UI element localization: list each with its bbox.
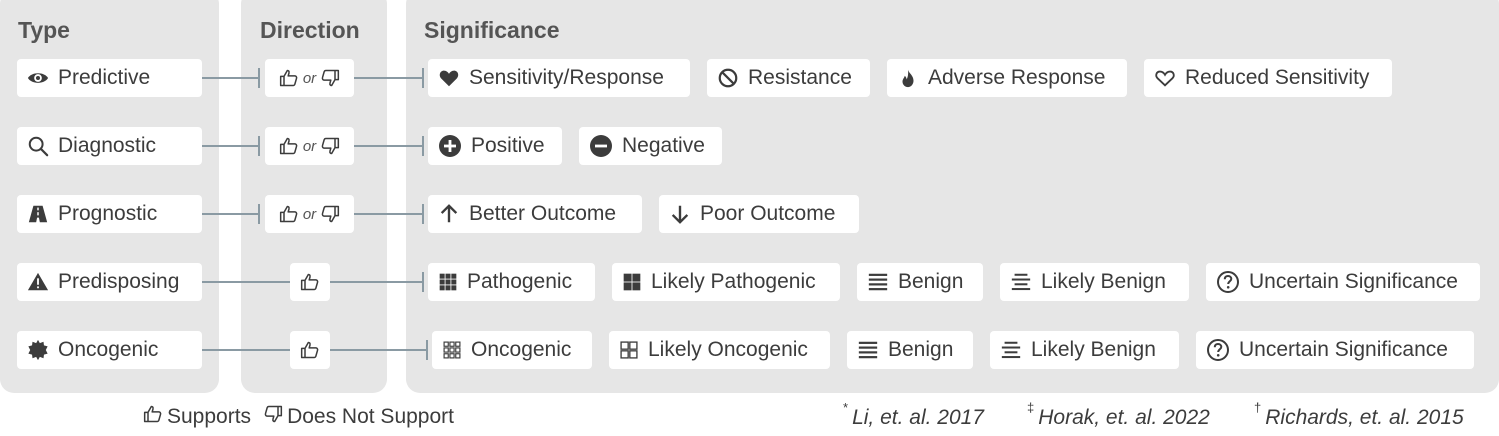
plus-circle-icon xyxy=(438,134,462,158)
significance-positive: Positive xyxy=(428,127,562,165)
thumb-up-icon xyxy=(279,204,299,224)
significance-benign-label: Benign xyxy=(898,270,964,293)
significance-oncogenic-label: Oncogenic xyxy=(471,338,572,361)
prohibited-icon xyxy=(717,67,739,89)
significance-better-outcome-label: Better Outcome xyxy=(469,202,617,225)
heart-solid-icon xyxy=(438,67,460,89)
thumb-up-icon xyxy=(300,340,320,360)
significance-poor-outcome-label: Poor Outcome xyxy=(700,202,836,225)
lines-centered-icon xyxy=(1010,271,1032,293)
significance-benign: Benign xyxy=(857,263,983,301)
significance-sensitivity-response: Sensitivity/Response xyxy=(428,59,690,97)
significance-positive-label: Positive xyxy=(471,134,545,157)
significance-likely-oncogenic-label: Likely Oncogenic xyxy=(648,338,808,361)
significance-resistance: Resistance xyxy=(707,59,870,97)
significance-column-title: Significance xyxy=(424,17,560,43)
type-prognostic: Prognostic xyxy=(17,195,202,233)
type-diagnostic: Diagnostic xyxy=(17,127,202,165)
thumb-down-icon xyxy=(320,204,340,224)
significance-likely-benign: Likely Benign xyxy=(990,331,1179,369)
type-diagnostic-label: Diagnostic xyxy=(58,134,157,157)
citation-horak: ‡ Horak, et. al. 2022 xyxy=(1027,400,1210,429)
significance-likely-pathogenic-label: Likely Pathogenic xyxy=(651,270,816,293)
grid-four-icon xyxy=(622,272,642,292)
type-prognostic-label: Prognostic xyxy=(58,202,158,225)
type-predisposing-label: Predisposing xyxy=(58,270,180,293)
significance-negative: Negative xyxy=(579,127,722,165)
significance-adverse-response: Adverse Response xyxy=(887,59,1127,97)
significance-oncogenic: Oncogenic xyxy=(432,331,592,369)
magnifier-icon xyxy=(27,135,49,157)
type-predictive-label: Predictive xyxy=(58,66,151,89)
flame-icon xyxy=(897,67,919,89)
arrow-up-icon xyxy=(438,203,460,225)
thumb-down-icon xyxy=(320,136,340,156)
lines-icon xyxy=(867,271,889,293)
significance-poor-outcome: Poor Outcome xyxy=(659,195,859,233)
significance-uncertain-significance: Uncertain Significance xyxy=(1196,331,1474,369)
significance-uncertain-significance-label: Uncertain Significance xyxy=(1239,338,1448,361)
minus-circle-icon xyxy=(589,134,613,158)
thumb-up-icon xyxy=(300,272,320,292)
grid-nine-icon xyxy=(438,272,458,292)
significance-benign: Benign xyxy=(847,331,973,369)
direction-column-title: Direction xyxy=(260,17,360,43)
significance-better-outcome: Better Outcome xyxy=(428,195,642,233)
citation-li: * Li, et. al. 2017 xyxy=(843,400,984,429)
legend-does-not-support-label: Does Not Support xyxy=(287,405,454,428)
legend: Supports Does Not Support xyxy=(143,404,454,430)
direction-supports-oncogenic xyxy=(290,331,330,369)
significance-uncertain-significance-label: Uncertain Significance xyxy=(1249,270,1458,293)
significance-resistance-label: Resistance xyxy=(748,66,852,89)
direction-supports-predisposing xyxy=(290,263,330,301)
significance-benign-label: Benign xyxy=(888,338,954,361)
type-predictive: Predictive xyxy=(17,59,202,97)
significance-negative-label: Negative xyxy=(622,134,705,157)
thumb-up-icon xyxy=(279,68,299,88)
eye-icon xyxy=(27,67,49,89)
grid-four-outline-icon xyxy=(619,340,639,360)
type-predisposing: Predisposing xyxy=(17,263,202,301)
significance-adverse-response-label: Adverse Response xyxy=(928,66,1106,89)
legend-supports-label: Supports xyxy=(167,405,252,428)
significance-likely-oncogenic: Likely Oncogenic xyxy=(609,331,830,369)
direction-supports-or-not-predictive: or xyxy=(265,59,354,97)
citation-richards: † Richards, et. al. 2015 xyxy=(1254,400,1464,429)
road-icon xyxy=(27,203,49,225)
lines-icon xyxy=(857,339,879,361)
significance-pathogenic-label: Pathogenic xyxy=(467,270,573,293)
significance-uncertain-significance: Uncertain Significance xyxy=(1206,263,1480,301)
significance-reduced-sensitivity: Reduced Sensitivity xyxy=(1144,59,1392,97)
heart-outline-icon xyxy=(1154,67,1176,89)
significance-likely-benign-label: Likely Benign xyxy=(1041,270,1166,293)
or-label: or xyxy=(302,137,317,155)
direction-supports-or-not-diagnostic: or xyxy=(265,127,354,165)
thumb-down-icon xyxy=(263,404,283,430)
significance-reduced-sensitivity-label: Reduced Sensitivity xyxy=(1185,66,1370,89)
lines-centered-icon xyxy=(1000,339,1022,361)
type-oncogenic-label: Oncogenic xyxy=(58,338,159,361)
question-circle-icon xyxy=(1216,270,1240,294)
significance-pathogenic: Pathogenic xyxy=(428,263,595,301)
direction-supports-or-not-prognostic: or xyxy=(265,195,354,233)
thumb-up-icon xyxy=(279,136,299,156)
warning-icon xyxy=(27,271,49,293)
grid-nine-outline-icon xyxy=(442,340,462,360)
thumb-up-icon xyxy=(143,404,163,430)
or-label: or xyxy=(302,205,317,223)
significance-likely-benign: Likely Benign xyxy=(1000,263,1189,301)
type-oncogenic: Oncogenic xyxy=(17,331,202,369)
significance-likely-pathogenic: Likely Pathogenic xyxy=(612,263,840,301)
question-circle-icon xyxy=(1206,338,1230,362)
arrow-down-icon xyxy=(669,203,691,225)
type-column-title: Type xyxy=(18,17,70,43)
or-label: or xyxy=(302,69,317,87)
significance-sensitivity-response-label: Sensitivity/Response xyxy=(469,66,664,89)
significance-likely-benign-label: Likely Benign xyxy=(1031,338,1156,361)
cell-icon xyxy=(27,339,49,361)
thumb-down-icon xyxy=(320,68,340,88)
